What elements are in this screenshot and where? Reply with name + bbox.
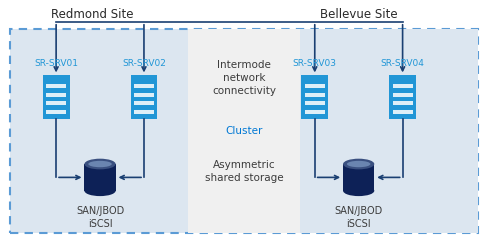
Text: SR-SRV03: SR-SRV03 [293,59,337,68]
Text: SR-SRV04: SR-SRV04 [381,59,425,68]
FancyBboxPatch shape [134,93,154,96]
Text: Asymmetric
shared storage: Asymmetric shared storage [204,160,284,183]
Bar [84,164,116,191]
Text: SR-SRV02: SR-SRV02 [122,59,166,68]
FancyBboxPatch shape [305,101,325,105]
Text: Bellevue Site: Bellevue Site [320,8,398,21]
FancyBboxPatch shape [10,29,478,233]
FancyBboxPatch shape [46,101,66,105]
FancyBboxPatch shape [392,93,413,96]
Bar [343,164,374,191]
FancyBboxPatch shape [392,84,413,88]
Text: Redmond Site: Redmond Site [51,8,134,21]
FancyBboxPatch shape [392,101,413,105]
Ellipse shape [347,161,370,167]
Ellipse shape [84,159,116,169]
FancyBboxPatch shape [302,75,328,119]
Text: SR-SRV01: SR-SRV01 [34,59,78,68]
FancyBboxPatch shape [46,84,66,88]
Text: Cluster: Cluster [225,126,263,136]
FancyBboxPatch shape [131,75,157,119]
FancyBboxPatch shape [300,29,478,233]
FancyBboxPatch shape [305,84,325,88]
FancyBboxPatch shape [392,110,413,114]
Ellipse shape [343,185,374,196]
FancyBboxPatch shape [134,101,154,105]
Ellipse shape [84,185,116,196]
Text: Intermode
network
connectivity: Intermode network connectivity [212,60,276,96]
Ellipse shape [88,161,112,167]
Ellipse shape [343,159,374,169]
FancyBboxPatch shape [134,84,154,88]
FancyBboxPatch shape [188,29,300,233]
FancyBboxPatch shape [43,75,70,119]
Text: SAN/JBOD
iSCSI: SAN/JBOD iSCSI [76,206,124,229]
FancyBboxPatch shape [305,110,325,114]
FancyBboxPatch shape [134,110,154,114]
FancyBboxPatch shape [46,110,66,114]
Text: SAN/JBOD
iSCSI: SAN/JBOD iSCSI [335,206,383,229]
FancyBboxPatch shape [305,93,325,96]
FancyBboxPatch shape [46,93,66,96]
FancyBboxPatch shape [389,75,416,119]
